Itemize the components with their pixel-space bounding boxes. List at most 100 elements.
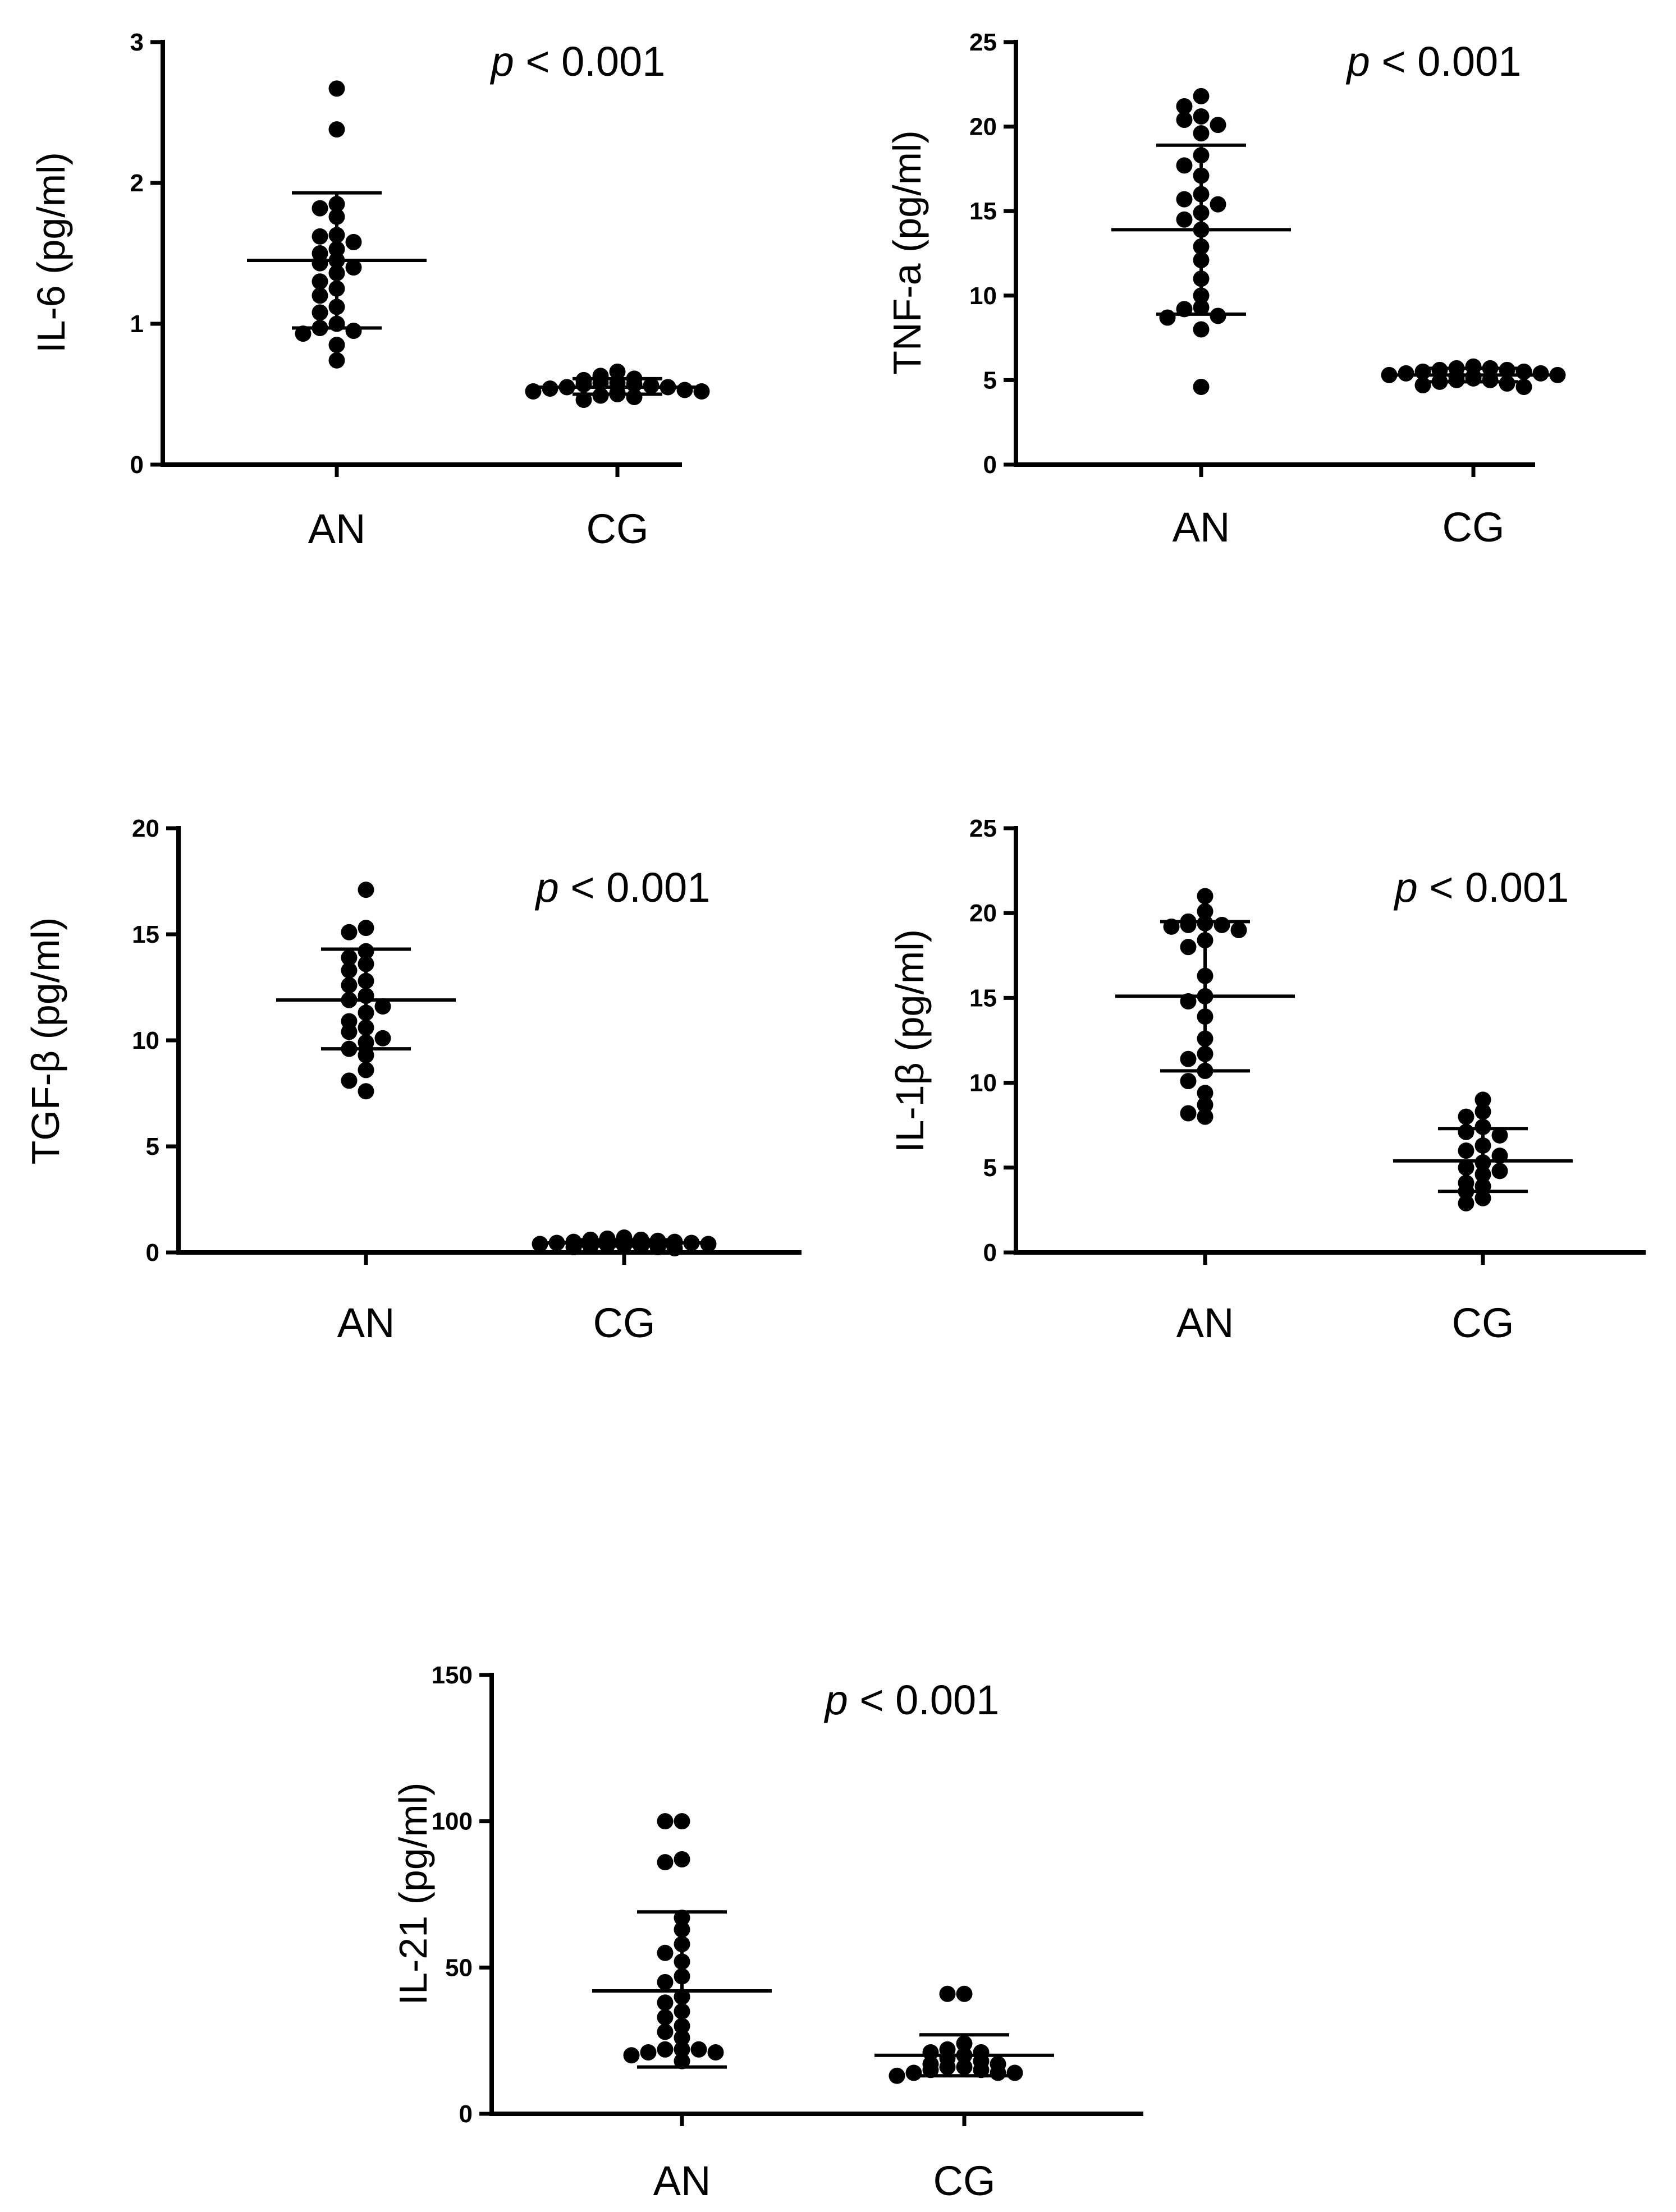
group-an	[1111, 88, 1291, 395]
data-point	[1210, 308, 1226, 324]
p-value-annotation: p < 0.001	[490, 38, 666, 85]
data-point	[374, 998, 391, 1015]
data-point	[657, 1813, 674, 1830]
x-category-label: CG	[1443, 504, 1505, 550]
y-tick-label: 20	[969, 900, 997, 927]
x-category-label: AN	[653, 2158, 711, 2204]
y-tick-label: 25	[969, 29, 997, 56]
y-axis-title: TNF-a (pg/ml)	[885, 130, 929, 375]
p-value-annotation: p < 0.001	[535, 864, 711, 911]
data-point	[341, 977, 358, 994]
data-point	[1006, 2064, 1023, 2081]
data-point	[1197, 1096, 1214, 1113]
group-an	[247, 80, 427, 369]
data-point	[1176, 211, 1193, 228]
x-category-label: AN	[337, 1300, 395, 1346]
data-point	[905, 2064, 922, 2081]
data-point	[657, 2023, 674, 2040]
data-point	[1398, 365, 1414, 382]
data-point	[328, 80, 345, 97]
y-tick-label: 15	[132, 921, 159, 948]
data-point	[674, 1851, 690, 1867]
data-point	[1458, 1159, 1474, 1176]
y-tick-label: 10	[969, 282, 997, 310]
data-point	[312, 255, 328, 272]
y-tick-label: 1	[130, 310, 144, 338]
group-cg	[1393, 1091, 1573, 1211]
data-point	[1197, 903, 1214, 920]
data-point	[1193, 125, 1210, 142]
data-point	[341, 924, 358, 940]
data-point	[341, 962, 358, 979]
data-point	[609, 363, 626, 380]
data-point	[358, 920, 374, 937]
y-axis-title: IL-1β (pg/ml)	[888, 929, 932, 1153]
x-category-label: CG	[587, 506, 649, 552]
data-point	[1458, 1195, 1474, 1211]
data-point	[1193, 108, 1210, 125]
data-point	[922, 2062, 939, 2078]
x-category-label: CG	[593, 1300, 656, 1346]
data-point	[328, 337, 345, 354]
y-tick-label: 10	[969, 1070, 997, 1097]
y-axis-title: IL-21 (pg/ml)	[391, 1783, 435, 2006]
data-point	[1499, 375, 1515, 392]
data-point	[676, 382, 693, 398]
data-point	[1474, 1118, 1491, 1135]
data-point	[1193, 321, 1210, 338]
data-point	[312, 304, 328, 321]
y-tick-label: 20	[969, 113, 997, 141]
data-point	[312, 287, 328, 304]
x-category-label: AN	[1176, 1300, 1234, 1346]
y-tick-label: 25	[969, 815, 997, 842]
y-tick-label: 5	[983, 366, 997, 394]
data-point	[1193, 378, 1210, 395]
y-tick-label: 0	[130, 451, 144, 479]
data-point	[345, 259, 362, 276]
data-point	[341, 949, 358, 966]
y-tick-label: 2	[130, 169, 144, 197]
p-value-annotation: p < 0.001	[824, 1677, 1000, 1723]
data-point	[640, 2044, 657, 2061]
x-category-label: AN	[1173, 504, 1230, 550]
data-point	[623, 2047, 640, 2064]
group-cg	[532, 1229, 717, 1256]
data-point	[345, 323, 362, 339]
chart-tgfb: 0 5 10 15 20 AN CG TGF-β (pg/ml) p < 0.001	[24, 815, 802, 1346]
data-point	[345, 233, 362, 250]
data-point	[1214, 916, 1230, 933]
data-point	[341, 1072, 358, 1089]
y-tick-label: 100	[432, 1808, 473, 1835]
data-point	[1180, 1105, 1197, 1122]
y-tick-label: 5	[983, 1154, 997, 1182]
y-tick-label: 15	[969, 984, 997, 1012]
data-point	[657, 1974, 674, 1990]
y-tick-label: 20	[132, 815, 159, 842]
data-point	[1458, 1123, 1474, 1140]
group-cg	[1381, 358, 1566, 395]
data-point	[1458, 1108, 1474, 1125]
y-tick-label: 0	[983, 451, 997, 479]
data-point	[341, 1024, 358, 1040]
data-point	[1230, 921, 1247, 938]
data-point	[1193, 88, 1210, 104]
data-point	[1515, 378, 1532, 395]
data-point	[312, 200, 328, 217]
data-point	[707, 2044, 724, 2061]
y-tick-label: 15	[969, 198, 997, 225]
y-tick-label: 0	[146, 1239, 159, 1266]
data-point	[1532, 365, 1549, 382]
data-point	[358, 1083, 374, 1100]
data-point	[1474, 1190, 1491, 1206]
group-cg	[525, 363, 710, 409]
data-point	[939, 2059, 956, 2076]
data-point	[990, 2064, 1006, 2081]
data-point	[1474, 1091, 1491, 1108]
data-point	[1197, 1108, 1214, 1125]
data-point	[1176, 98, 1193, 114]
data-point	[1176, 157, 1193, 174]
data-point	[374, 1030, 391, 1047]
x-category-label: CG	[933, 2158, 996, 2204]
data-point	[1210, 196, 1226, 213]
